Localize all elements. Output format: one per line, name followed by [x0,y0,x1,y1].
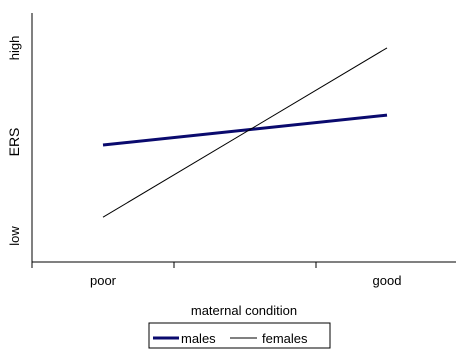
series-line-males [102,113,388,147]
x-tick-label-poor: poor [90,273,117,288]
x-axis-label: maternal condition [191,303,297,318]
y-axis-label: ERS [6,128,22,157]
legend: males females [148,322,331,349]
x-tick-label-good: good [373,273,402,288]
legend-box [148,322,331,349]
legend-label-males: males [181,331,216,346]
series-line-females [102,47,388,218]
y-tick-label-low: low [7,226,22,246]
y-tick-label-high: high [7,36,22,61]
legend-label-females: females [262,331,308,346]
